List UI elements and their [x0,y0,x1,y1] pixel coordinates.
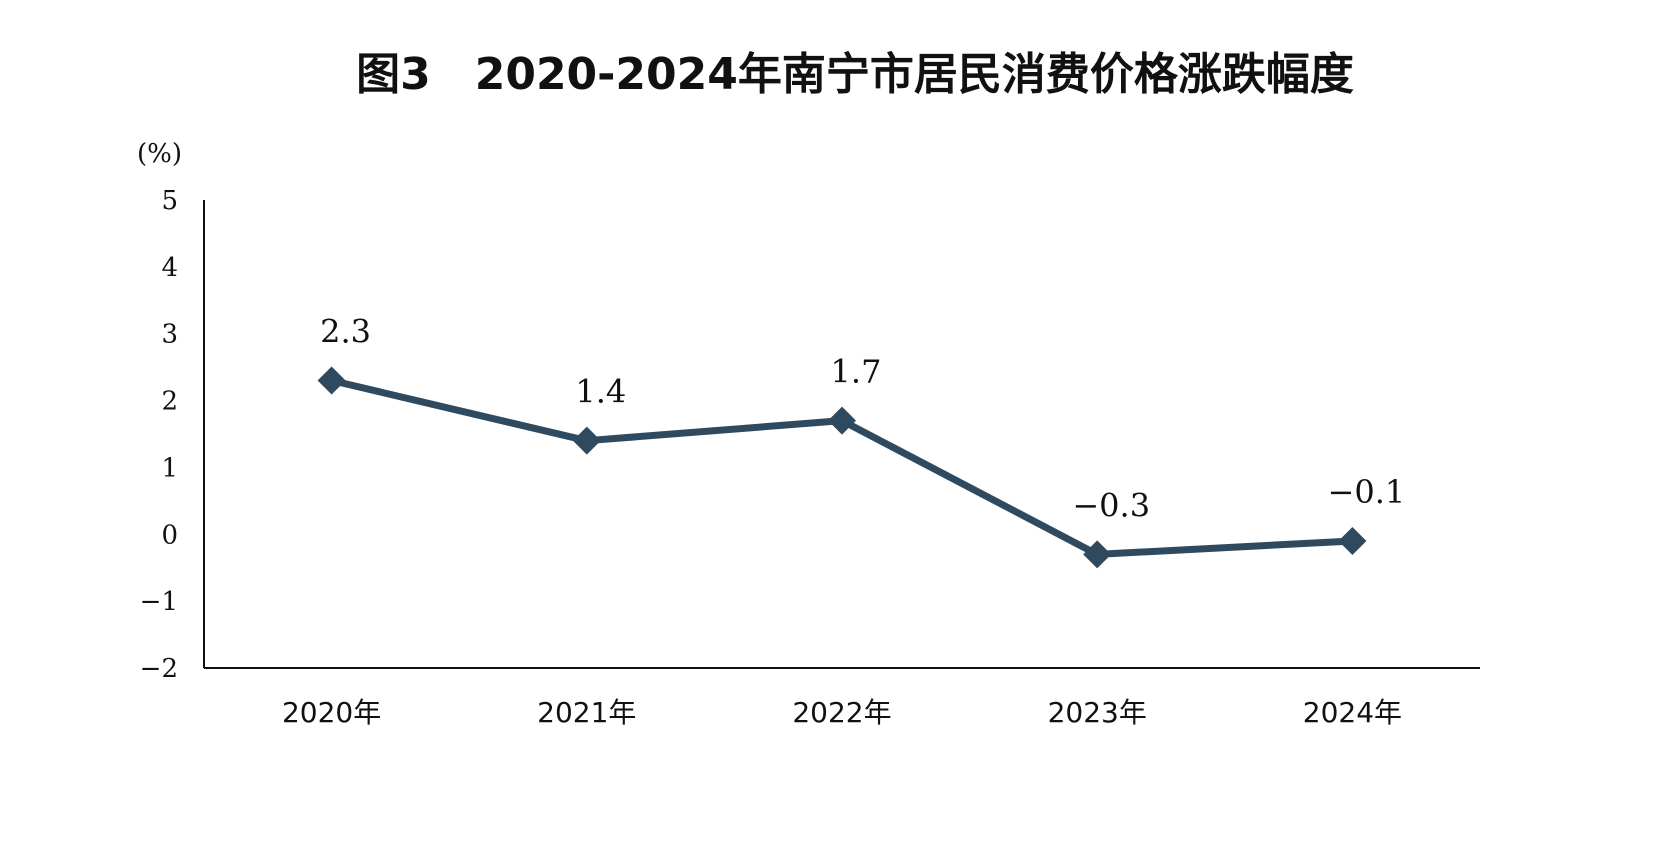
data-point-marker [572,426,601,455]
y-tick-label: 2 [161,387,178,417]
x-tick-label: 2020年 [282,696,381,729]
data-label: −0.3 [1072,486,1150,524]
data-point-marker [1083,540,1112,569]
y-tick-label: 3 [161,320,178,350]
y-tick-label: −1 [140,587,178,617]
series-markers [317,366,1367,569]
y-tick-label: 5 [161,186,178,216]
y-tick-label: 0 [161,520,178,550]
x-tick-label: 2022年 [792,696,891,729]
data-label: 1.7 [831,353,882,391]
data-label: 1.4 [575,373,626,411]
y-tick-label: 4 [161,253,178,283]
x-tick-label: 2023年 [1048,696,1147,729]
chart-title: 图3 2020-2024年南宁市居民消费价格涨跌幅度 [356,49,1354,100]
x-tick-label: 2021年 [537,696,636,729]
y-axis-ticks: 5 4 3 2 1 0 −1 −2 [140,186,178,684]
data-label: −0.1 [1328,473,1406,511]
y-axis-unit-label: (%) [137,139,182,169]
series-line [328,377,1356,558]
data-point-marker [828,406,856,435]
x-tick-label: 2024年 [1303,696,1402,729]
y-tick-label: 1 [161,453,178,483]
data-labels: 2.3 1.4 1.7 −0.3 −0.1 [320,313,1405,525]
x-axis-categories: 2020年 2021年 2022年 2023年 2024年 [282,696,1402,729]
data-point-marker [1338,526,1367,555]
data-label: 2.3 [320,313,371,351]
y-tick-label: −2 [140,654,178,684]
data-point-marker [317,366,346,395]
